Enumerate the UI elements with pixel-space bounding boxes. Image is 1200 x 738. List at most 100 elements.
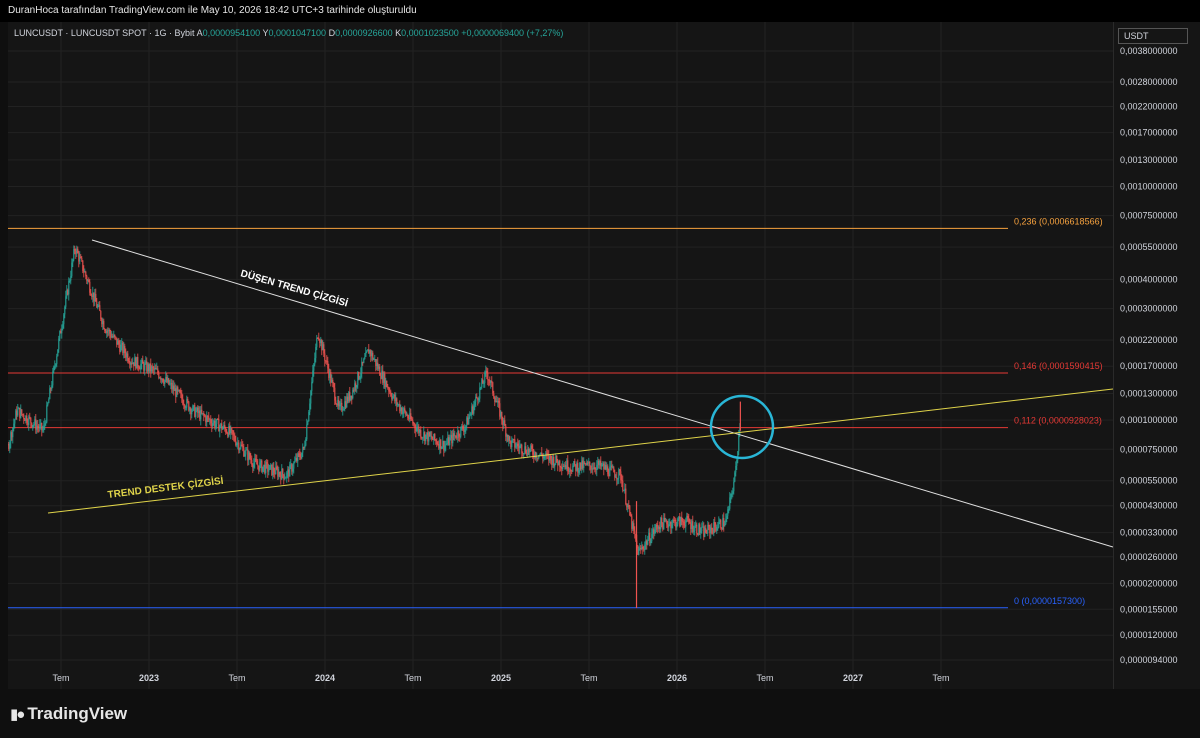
price-axis[interactable]: 0,0038000000 0,0028000000 0,0022000000 0,00…	[1113, 22, 1200, 689]
candle-body	[359, 376, 361, 379]
candle-body	[165, 376, 167, 380]
candle-body	[332, 379, 334, 384]
candle-body	[489, 380, 491, 383]
currency-selector[interactable]: USDT	[1118, 28, 1188, 44]
candle-body	[66, 289, 68, 297]
candle-body	[561, 467, 563, 470]
candle-body	[456, 437, 458, 439]
candle-body	[396, 398, 398, 405]
candle-body	[146, 361, 148, 372]
candle-body	[453, 433, 455, 437]
candle-body	[207, 415, 209, 417]
candle-body	[137, 356, 139, 367]
candle-body	[227, 432, 229, 437]
candle-body	[678, 516, 680, 519]
candle-body	[80, 256, 82, 259]
candle-body	[268, 469, 270, 472]
candle-body	[378, 366, 380, 369]
candle-body	[573, 461, 575, 466]
candle-body	[504, 420, 506, 426]
candle-body	[192, 405, 194, 411]
candle-body	[650, 541, 652, 544]
candle-body	[139, 368, 141, 370]
candle-body	[559, 460, 561, 468]
candle-body	[549, 455, 551, 461]
price-tick-label: 0,0000260000	[1120, 552, 1178, 562]
tradingview-logo[interactable]: ▮● TradingView	[10, 704, 127, 724]
candle-body	[151, 366, 153, 372]
candle-body	[347, 396, 349, 402]
candle-body	[343, 408, 345, 411]
price-tick-label: 0,0004000000	[1120, 274, 1178, 284]
candle-body	[538, 455, 540, 459]
candle-body	[446, 443, 448, 445]
candle-body	[196, 407, 198, 412]
candle-body	[355, 383, 357, 388]
candle-body	[144, 363, 146, 371]
candle-body	[334, 387, 336, 401]
candle-body	[224, 425, 226, 429]
candle-body	[666, 520, 668, 525]
candle-body	[513, 439, 515, 440]
candle-body	[317, 337, 319, 339]
candle-body	[368, 349, 370, 354]
candle-body	[535, 451, 537, 458]
candle-body	[682, 521, 684, 523]
candle-body	[341, 402, 343, 411]
candle-body	[148, 364, 150, 372]
candle-body	[672, 519, 674, 526]
candle-body	[294, 460, 296, 463]
candle-body	[626, 504, 628, 508]
candle-body	[528, 448, 530, 453]
candle-body	[501, 411, 503, 421]
candle-body	[468, 417, 470, 425]
candle-body	[40, 422, 42, 425]
candle-body	[372, 352, 374, 360]
candle-body	[408, 418, 410, 420]
candle-body	[718, 522, 720, 528]
candle-body	[512, 439, 514, 441]
plot-area[interactable]: 0,236 (0,0006618566) 0,146 (0,0001590415)…	[8, 22, 1113, 689]
candle-body	[77, 248, 79, 254]
candle-body	[331, 379, 333, 383]
symbol-name[interactable]: LUNCUSDT · LUNCUSDT SPOT · 1G · Bybit	[14, 28, 195, 38]
candle-body	[123, 346, 125, 353]
candle-body	[37, 425, 39, 427]
candle-body	[292, 468, 294, 472]
candle-body	[629, 505, 631, 515]
candle-body	[362, 361, 364, 363]
candle-body	[12, 427, 14, 438]
candle-body	[616, 477, 618, 480]
candle-body	[622, 481, 624, 491]
candle-body	[132, 362, 134, 364]
candle-body	[497, 400, 499, 403]
candle-body	[692, 521, 694, 532]
candle-body	[475, 396, 477, 402]
candle-body	[326, 360, 328, 362]
candle-body	[364, 356, 366, 359]
candle-body	[556, 455, 558, 462]
candle-body	[115, 336, 117, 338]
candle-body	[50, 388, 52, 390]
candle-body	[352, 389, 354, 399]
candle-body	[702, 526, 704, 528]
candle-body	[634, 530, 636, 535]
candle-body	[658, 527, 660, 529]
candle-body	[78, 253, 80, 262]
candle-body	[342, 410, 344, 411]
candle-body	[351, 395, 353, 399]
candle-body	[655, 525, 657, 530]
candle-body	[119, 344, 121, 352]
chart-svg[interactable]: 0,236 (0,0006618566) 0,146 (0,0001590415)…	[8, 22, 1113, 689]
candle-body	[71, 262, 73, 277]
candle-body	[430, 435, 432, 437]
candle-body	[18, 407, 20, 410]
candle-body	[269, 465, 271, 470]
candle-body	[544, 456, 546, 458]
candle-body	[260, 460, 262, 463]
candle-body	[522, 453, 524, 455]
candle-body	[335, 400, 337, 404]
candle-body	[95, 293, 97, 302]
candle-body	[404, 408, 406, 412]
candle-body	[671, 525, 673, 529]
